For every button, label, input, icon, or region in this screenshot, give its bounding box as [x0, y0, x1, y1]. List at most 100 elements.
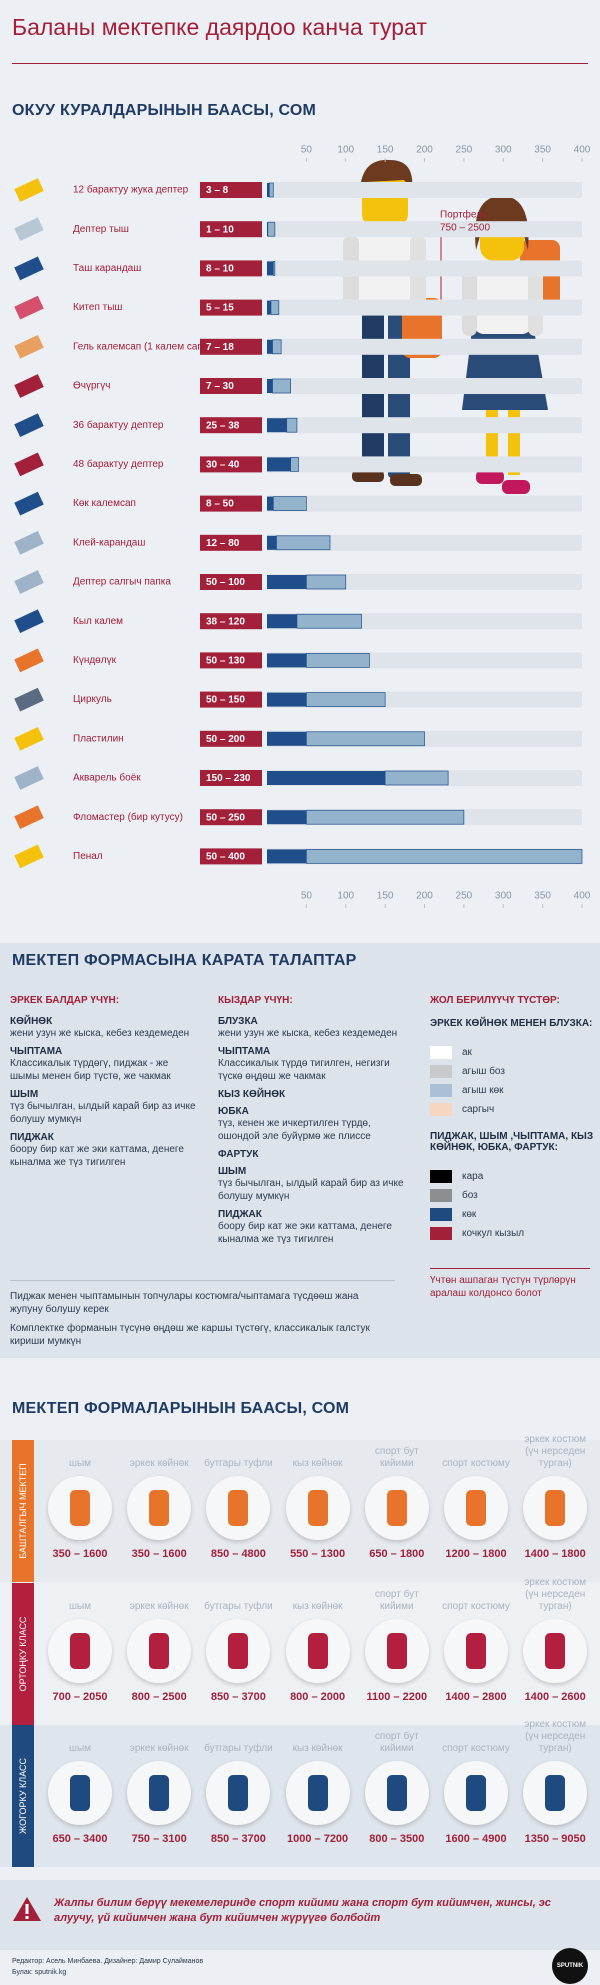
price-cell: бутгары туфли 850 – 3700 — [199, 1729, 277, 1845]
category-label: Пластилин — [73, 733, 124, 744]
price: 850 – 4800 — [210, 1548, 266, 1560]
item-text: түз, кенен же ичкертилген түрдө, ошондой… — [218, 1118, 371, 1142]
bar-low — [267, 653, 307, 668]
item-name: ЮБКА — [218, 1106, 249, 1117]
range-label-box — [200, 534, 262, 551]
range-label-box — [200, 613, 262, 630]
price-cell: кыз көйнөк 550 – 1300 — [279, 1444, 357, 1560]
price-cell: спорт костюму 1200 – 1800 — [437, 1444, 515, 1560]
credit: Булак: sputnik.kg — [12, 1969, 67, 1976]
logo: SPUTNIK — [552, 1948, 588, 1984]
range-label-box — [200, 691, 262, 708]
item-icon — [206, 1619, 271, 1683]
x-tick-label: 100 — [337, 891, 354, 902]
price: 1400 – 2600 — [524, 1691, 586, 1703]
swatch-label: боз — [462, 1190, 478, 1201]
category-label: Көк калемсап — [73, 498, 136, 509]
item-name: ШЫМ — [218, 1166, 247, 1177]
item-icon — [48, 1761, 112, 1825]
item-icon — [444, 1761, 508, 1825]
range-label-box — [200, 378, 262, 394]
price-cell: спорт бут кийими 1100 – 2200 — [358, 1587, 436, 1703]
swatch-label: агыш боз — [462, 1066, 505, 1077]
range-label: 8 – 50 — [206, 499, 234, 510]
item-icon — [523, 1476, 588, 1540]
warning-icon — [13, 1897, 41, 1921]
range-label: 50 – 200 — [206, 734, 245, 745]
category-label: Клей-карандаш — [73, 537, 145, 548]
row-stripe — [267, 221, 582, 238]
item-name: спорт костюму — [442, 1458, 510, 1469]
item-name: кыз көйнөк — [292, 1601, 343, 1612]
price-cell: эркек костюм (үч нерседен турган) 1350 – … — [516, 1719, 594, 1845]
row-label-band: ЖОГОРКУ КЛАСС — [12, 1725, 34, 1867]
range-label: 50 – 150 — [206, 695, 245, 706]
x-tick-label: 400 — [574, 891, 591, 902]
bar-low — [267, 692, 307, 707]
item-icon — [14, 374, 44, 398]
swatch-row: саргыч — [430, 1100, 595, 1119]
row-stripe — [267, 182, 582, 198]
credit: Редактор: Асель Минбаева. Дизайнер: Дами… — [12, 1958, 204, 1965]
item-text: Классикалык түрдө тигилген, негизги түск… — [218, 1058, 390, 1082]
bar-low — [267, 457, 291, 472]
item-text: жени узун же кыска, кебез кездемеден — [10, 1028, 190, 1039]
category-label: Циркуль — [73, 694, 112, 705]
price: 800 – 3500 — [369, 1833, 425, 1845]
page-title: Баланы мектепке даярдоо канча турат — [12, 14, 427, 40]
range-label-box — [200, 417, 262, 434]
bar-low — [267, 418, 287, 433]
swatch-row: ак — [430, 1043, 595, 1062]
garment — [149, 1633, 170, 1669]
item-icon — [14, 452, 44, 477]
range-label-box — [200, 848, 262, 865]
range-label-box — [200, 338, 262, 355]
item-icon — [14, 178, 44, 202]
price: 1100 – 2200 — [366, 1691, 428, 1703]
garment — [386, 1633, 407, 1669]
swatch-row: агыш көк — [430, 1081, 595, 1100]
item-name: ШЫМ — [10, 1089, 39, 1100]
swatch-row: кара — [430, 1167, 595, 1186]
range-label: 30 – 40 — [206, 460, 240, 471]
item-name: ПИДЖАК — [10, 1132, 54, 1143]
garment — [545, 1490, 566, 1526]
swatch-row: кочкул кызыл — [430, 1224, 595, 1243]
item-icon — [523, 1619, 588, 1683]
item-name: спорт бут кийими — [374, 1731, 419, 1754]
requirements-band — [0, 943, 600, 1358]
price-cell: шым 350 – 1600 — [41, 1444, 119, 1560]
x-tick-label: 150 — [377, 145, 394, 156]
x-tick-label: 300 — [495, 891, 512, 902]
price-cell: спорт бут кийими 650 – 1800 — [358, 1444, 436, 1560]
row-label: ОРТОҢКУ КЛАСС — [18, 1616, 28, 1692]
item-text: боору бир кат же эки каттама, денеге кын… — [10, 1144, 184, 1168]
swatch — [430, 1065, 452, 1078]
swatch — [430, 1170, 452, 1183]
item-name: спорт бут кийими — [374, 1446, 419, 1469]
price-cell: бутгары туфли 850 – 3700 — [199, 1587, 277, 1703]
swatch-label: саргыч — [462, 1104, 495, 1115]
item-icon — [285, 1619, 350, 1683]
range-label-box — [200, 495, 262, 512]
row-stripe — [267, 417, 582, 434]
price: 650 – 1800 — [369, 1548, 425, 1560]
price-cell: эркек көйнөк 350 – 1600 — [120, 1444, 198, 1560]
range-label-box — [200, 221, 262, 238]
chart: ОКУУ КУРАЛДАРЫНЫН БААСЫ, СОМ — [12, 102, 591, 908]
range-label-box — [200, 574, 262, 590]
column-heading: ЭРКЕК БАЛДАР ҮЧҮН: — [10, 995, 120, 1006]
item-name: эркек костюм (үч нерседен турган) — [524, 1719, 586, 1754]
item-icon — [127, 1619, 192, 1683]
item-name: КЫЗ КӨЙНӨК — [218, 1089, 286, 1100]
price-cell: эркек костюм (үч нерседен турган) 1400 – … — [516, 1577, 594, 1703]
category-label: 36 барактуу дептер — [73, 419, 164, 431]
item-icon — [14, 648, 44, 673]
title-rule — [12, 63, 588, 64]
garment — [386, 1490, 407, 1526]
swatch — [430, 1046, 452, 1059]
price: 800 – 2000 — [290, 1691, 346, 1703]
item-icon — [14, 726, 44, 751]
item-name: шым — [68, 1601, 92, 1612]
